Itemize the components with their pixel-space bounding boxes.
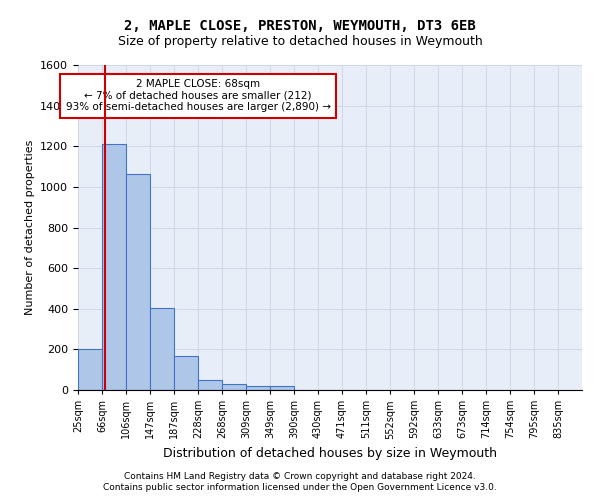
Text: 2, MAPLE CLOSE, PRESTON, WEYMOUTH, DT3 6EB: 2, MAPLE CLOSE, PRESTON, WEYMOUTH, DT3 6…: [124, 18, 476, 32]
Bar: [126, 174, 150, 390]
Bar: [174, 356, 198, 390]
Text: Size of property relative to detached houses in Weymouth: Size of property relative to detached ho…: [118, 34, 482, 48]
Y-axis label: Number of detached properties: Number of detached properties: [25, 140, 35, 315]
Text: Contains public sector information licensed under the Open Government Licence v3: Contains public sector information licen…: [103, 484, 497, 492]
Text: 2 MAPLE CLOSE: 68sqm
← 7% of detached houses are smaller (212)
93% of semi-detac: 2 MAPLE CLOSE: 68sqm ← 7% of detached ho…: [65, 79, 331, 112]
Bar: [150, 308, 174, 390]
Bar: [102, 144, 126, 390]
X-axis label: Distribution of detached houses by size in Weymouth: Distribution of detached houses by size …: [163, 447, 497, 460]
Bar: [78, 350, 102, 390]
Bar: [222, 384, 246, 390]
Bar: [246, 386, 270, 390]
Text: Contains HM Land Registry data © Crown copyright and database right 2024.: Contains HM Land Registry data © Crown c…: [124, 472, 476, 481]
Bar: [270, 386, 294, 390]
Bar: [198, 380, 222, 390]
